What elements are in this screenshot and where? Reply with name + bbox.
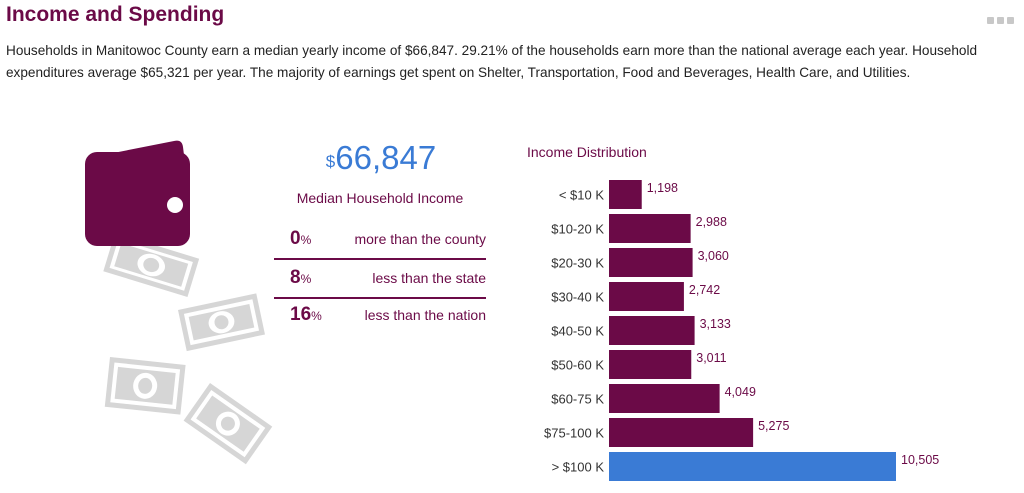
bar bbox=[609, 316, 695, 345]
value-label: 10,505 bbox=[901, 453, 939, 467]
comparison-nation: 16% less than the nation bbox=[274, 296, 486, 334]
median-income-label: Median Household Income bbox=[296, 190, 464, 206]
value-label: 3,060 bbox=[698, 249, 729, 263]
page-title: Income and Spending bbox=[6, 3, 225, 26]
value-label: 2,742 bbox=[689, 283, 720, 297]
bar bbox=[609, 180, 642, 209]
category-label: $10-20 K bbox=[551, 222, 604, 237]
wallet-illustration bbox=[85, 140, 273, 465]
category-label: $60-75 K bbox=[551, 392, 604, 407]
comparison-unit: % bbox=[300, 233, 312, 247]
chart-title: Income Distribution bbox=[527, 144, 647, 160]
income-distribution-chart: < $10 K 1,198 $10-20 K 2,988 $20-30 K 3,060 $3… bbox=[544, 180, 939, 481]
category-label: $50-60 K bbox=[551, 358, 604, 373]
category-label: < $10 K bbox=[559, 188, 605, 203]
bar bbox=[609, 384, 720, 413]
wallet-icon bbox=[85, 140, 190, 246]
category-label: > $100 K bbox=[552, 460, 605, 475]
comparison-text: more than the county bbox=[354, 231, 486, 247]
bar bbox=[609, 248, 693, 277]
bar bbox=[609, 418, 754, 447]
income-amount: 66,847 bbox=[335, 139, 437, 176]
bar bbox=[609, 350, 692, 379]
banknote-icon bbox=[183, 383, 273, 465]
comparison-unit: % bbox=[300, 272, 312, 286]
value-label: 5,275 bbox=[758, 419, 789, 433]
bar bbox=[609, 282, 684, 311]
category-label: $20-30 K bbox=[551, 256, 604, 271]
banknote-icon bbox=[104, 357, 186, 415]
category-label: $40-50 K bbox=[551, 324, 604, 339]
comparison-text: less than the state bbox=[372, 270, 486, 286]
bar bbox=[609, 452, 896, 481]
currency-symbol: $ bbox=[325, 152, 336, 171]
value-label: 1,198 bbox=[647, 181, 678, 195]
comparison-county: 0% more than the county bbox=[274, 220, 486, 260]
value-label: 3,011 bbox=[696, 351, 726, 365]
comparison-value: 16 bbox=[290, 304, 312, 325]
bar bbox=[609, 214, 691, 243]
median-income-value: $66,847 bbox=[300, 139, 462, 177]
description-text: Households in Manitowoc County earn a me… bbox=[6, 43, 978, 80]
banknote-icon bbox=[103, 233, 200, 297]
category-label: $30-40 K bbox=[551, 290, 604, 305]
comparison-state: 8% less than the state bbox=[274, 259, 486, 299]
comparison-unit: % bbox=[311, 309, 322, 323]
value-label: 3,133 bbox=[700, 317, 731, 331]
comparison-value: 8 bbox=[290, 267, 301, 288]
value-label: 4,049 bbox=[725, 385, 756, 399]
comparison-text: less than the nation bbox=[364, 307, 486, 323]
value-label: 2,988 bbox=[696, 215, 727, 229]
category-label: $75-100 K bbox=[544, 426, 604, 441]
banknote-icon bbox=[178, 293, 265, 352]
more-menu-icon[interactable] bbox=[987, 17, 1014, 24]
comparison-value: 0 bbox=[290, 228, 301, 249]
